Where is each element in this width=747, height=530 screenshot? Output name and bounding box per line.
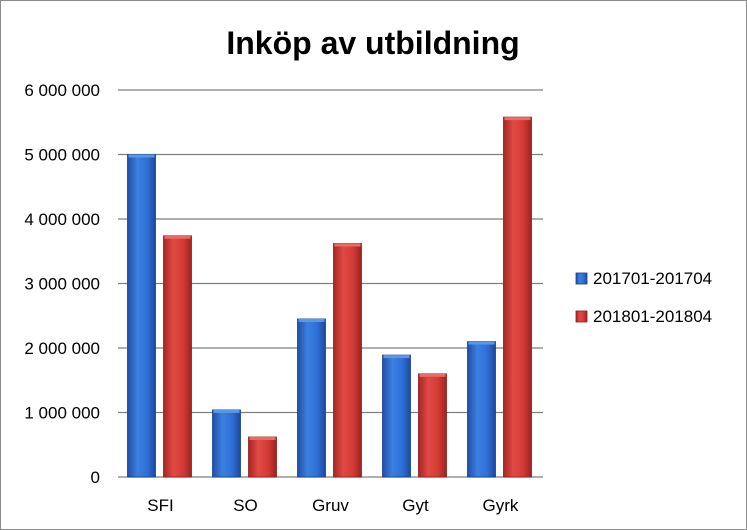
x-tick-label: Gruv <box>312 496 349 515</box>
bar-top-highlight <box>504 117 531 121</box>
bar-top-highlight <box>419 373 446 377</box>
bar-top-highlight <box>128 154 155 158</box>
y-tick-label: 4 000 000 <box>24 210 100 229</box>
y-tick-label: 3 000 000 <box>24 275 100 294</box>
legend-swatch <box>575 272 588 285</box>
bar-201801-201804-Gyrk <box>503 116 532 478</box>
bar-201801-201804-Gyt <box>418 373 447 478</box>
bar-top-highlight <box>213 409 240 413</box>
bar-201701-201704-SO <box>212 409 241 478</box>
bar-top-highlight <box>468 341 495 345</box>
bar-201801-201804-SO <box>248 436 277 478</box>
bar-top-highlight <box>383 355 410 359</box>
bar-201701-201704-Gruv <box>297 318 326 478</box>
y-tick-label: 2 000 000 <box>24 339 100 358</box>
y-tick-label: 1 000 000 <box>24 404 100 423</box>
bar-top-highlight <box>164 235 191 239</box>
bar-top-highlight <box>249 437 276 441</box>
chart-title: Inköp av utbildning <box>226 25 519 61</box>
x-axis: SFI SO Gruv Gyt Gyrk <box>147 496 519 515</box>
legend-swatch <box>575 310 588 323</box>
x-tick-label: SFI <box>147 496 173 515</box>
x-tick-label: Gyt <box>402 496 429 515</box>
bar-201801-201804-Gruv <box>333 243 362 478</box>
bar-top-highlight <box>334 243 361 247</box>
bar-201701-201704-Gyt <box>382 354 411 478</box>
y-axis: 0 1 000 000 2 000 000 3 000 000 4 000 000 5 0… <box>24 81 100 487</box>
bar-top-highlight <box>298 318 325 322</box>
legend: 201701-201704 201801-201804 <box>575 269 712 326</box>
x-tick-label: Gyrk <box>483 496 519 515</box>
bar-201701-201704-SFI <box>127 154 156 478</box>
legend-label: 201801-201804 <box>593 307 712 326</box>
bar-201801-201804-SFI <box>163 235 192 478</box>
y-tick-label: 0 <box>91 468 100 487</box>
legend-label: 201701-201704 <box>593 269 712 288</box>
x-tick-label: SO <box>233 496 258 515</box>
bar-201701-201704-Gyrk <box>467 341 496 478</box>
bars <box>127 116 532 478</box>
y-tick-label: 5 000 000 <box>24 146 100 165</box>
y-tick-label: 6 000 000 <box>24 81 100 100</box>
